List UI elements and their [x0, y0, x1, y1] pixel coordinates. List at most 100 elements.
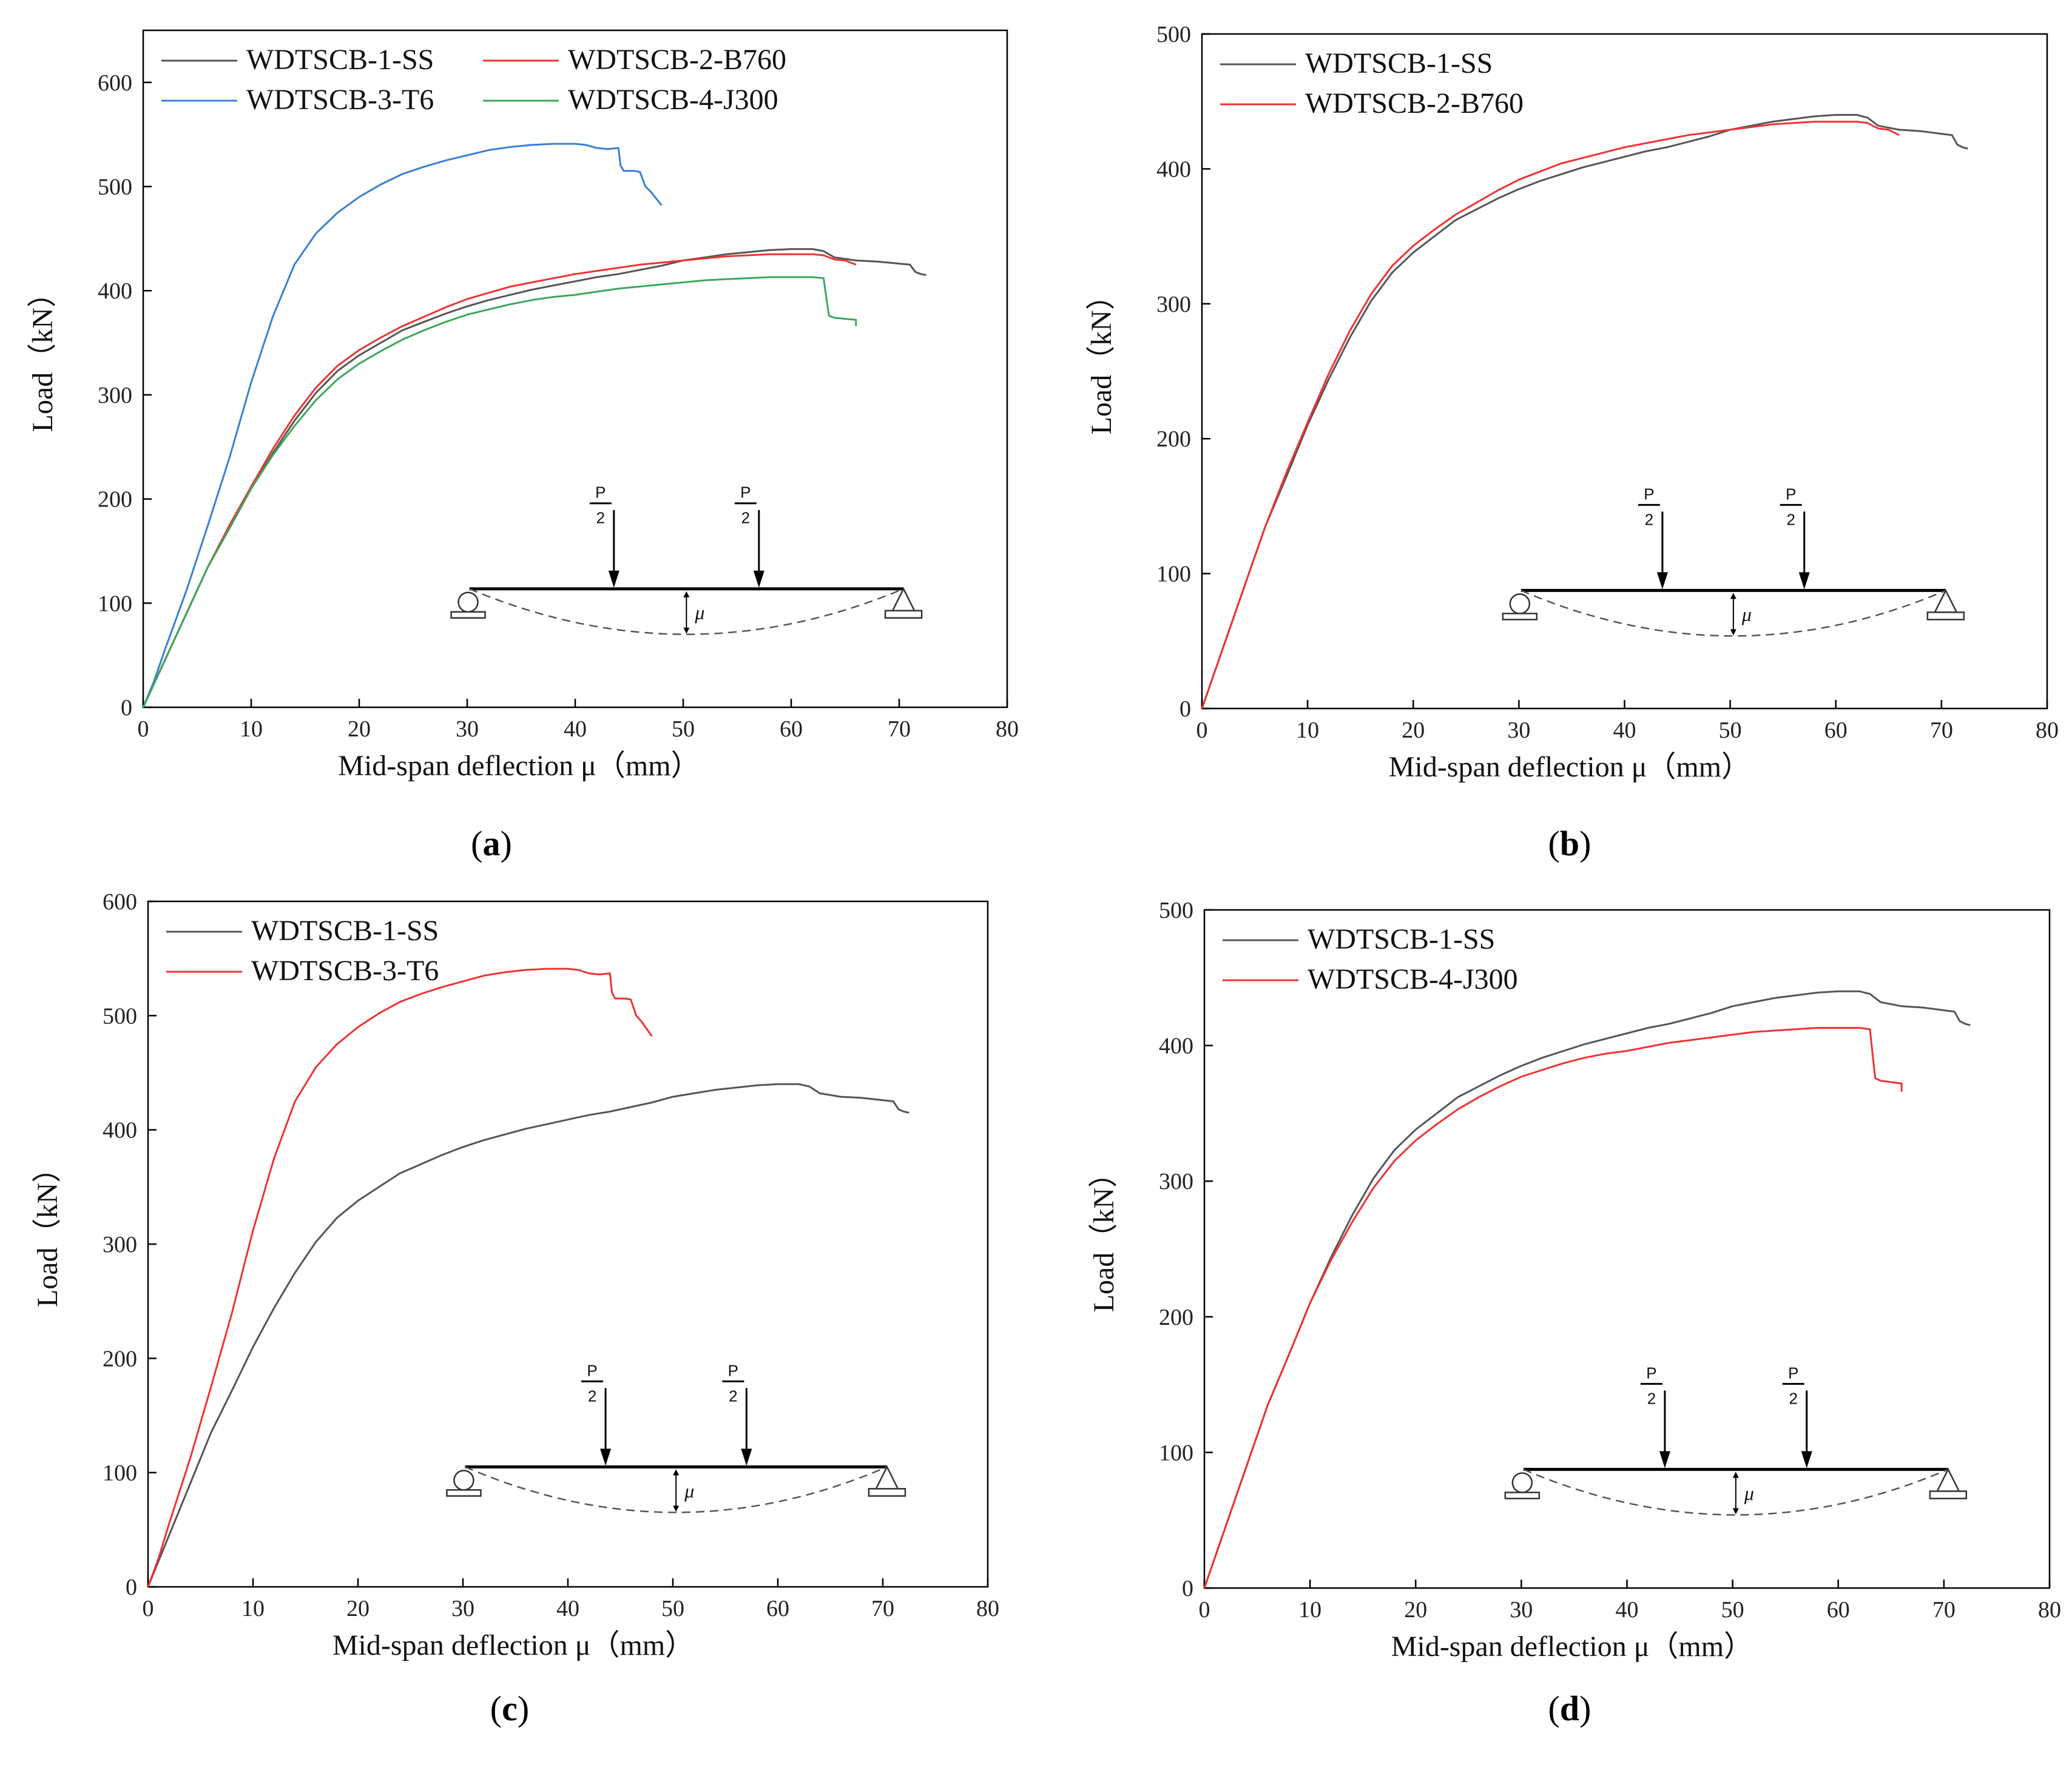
load-label-numerator: P	[1786, 485, 1796, 503]
chart-panel-c: 0 10 20 30 40 50 60 70 80 0 100 200 300 400 500 600 Mid-…	[0, 883, 1036, 1767]
load-label-numerator: P	[728, 1361, 738, 1379]
y-tick-label: 200	[1159, 1305, 1193, 1330]
x-tick-label: 0	[143, 1596, 154, 1621]
x-tick-label: 40	[1616, 1597, 1639, 1623]
load-label-numerator: P	[1788, 1364, 1798, 1382]
caption-letter: d	[1560, 1689, 1579, 1728]
y-tick-label: 0	[1179, 696, 1191, 722]
x-tick-label: 70	[1930, 718, 1953, 743]
roller-support-icon	[1511, 1472, 1533, 1493]
subfigure-caption: (a)	[471, 824, 512, 863]
x-tick-label: 50	[661, 1596, 684, 1621]
chart-panel-a: 0 10 20 30 40 50 60 70 80 0 100 200 300 400 500 600 Mid-…	[0, 0, 1036, 883]
pin-base	[1926, 611, 1965, 621]
caption-paren-open: (	[1548, 824, 1560, 863]
x-tick-label: 20	[1404, 1597, 1427, 1623]
series-line-wdtscb-1-ss	[142, 248, 926, 708]
deflection-arrow-up	[1730, 593, 1736, 599]
y-tick-label: 400	[103, 1118, 137, 1143]
load-arrow-head	[1659, 1451, 1670, 1469]
pin-base	[884, 610, 923, 619]
x-axis-label: Mid-span deflection μ（mm）	[1389, 751, 1750, 783]
roller-base	[450, 611, 486, 619]
subfigure-caption: (b)	[1548, 824, 1591, 863]
caption-letter: a	[483, 824, 501, 863]
roller-base	[1504, 1492, 1541, 1499]
x-tick-label: 30	[451, 1596, 474, 1621]
plot-frame	[1203, 909, 2051, 1589]
x-tick-label: 80	[976, 1596, 999, 1621]
x-tick-label: 40	[556, 1596, 579, 1621]
subfigure-caption: (c)	[490, 1689, 529, 1728]
load-arrow-head	[1656, 572, 1668, 590]
y-axis-label: Load（kN）	[1085, 281, 1118, 434]
y-tick-label: 400	[1159, 1034, 1193, 1059]
x-tick-label: 50	[1721, 1597, 1744, 1623]
y-tick-label: 500	[1159, 898, 1193, 923]
plot-frame	[147, 900, 989, 1588]
deflected-shape-line	[469, 588, 904, 635]
legend-entry-label: WDTSCB-3-T6	[251, 955, 439, 987]
load-label-denominator: 2	[1787, 510, 1795, 528]
load-label-numerator: P	[1646, 1364, 1656, 1382]
series-line-wdtscb-2-b760	[142, 253, 857, 708]
pin-support-icon	[1935, 1467, 1960, 1492]
load-label-denominator: 2	[1645, 510, 1653, 528]
series-line-wdtscb-2-b760	[1201, 121, 1900, 709]
y-axis-label: Load（kN）	[27, 278, 59, 432]
roller-base	[446, 1489, 482, 1497]
y-tick-label: 500	[1156, 22, 1191, 47]
x-tick-label: 50	[1719, 718, 1742, 743]
chart-svg-d: 0 10 20 30 40 50 60 70 80 0 100 200 300 400 500 Mid-spa…	[1088, 898, 2061, 1728]
y-tick-label: 0	[126, 1575, 137, 1600]
x-tick-label: 70	[1932, 1597, 1956, 1623]
load-label-denominator: 2	[1789, 1389, 1798, 1407]
x-tick-label: 10	[1298, 1597, 1321, 1623]
x-tick-label: 70	[888, 716, 911, 742]
deflection-arrow-down	[683, 627, 690, 634]
x-tick-label: 20	[348, 716, 371, 742]
x-tick-label: 60	[1827, 1597, 1850, 1623]
y-tick-label: 300	[103, 1232, 137, 1257]
y-axis-label: Load（kN）	[32, 1154, 64, 1307]
chart-svg-c: 0 10 20 30 40 50 60 70 80 0 100 200 300 400 500 600 Mid-…	[32, 889, 999, 1728]
x-axis-label: Mid-span deflection μ（mm）	[332, 1629, 694, 1661]
x-tick-label: 0	[1196, 718, 1208, 743]
y-tick-label: 400	[98, 278, 132, 304]
caption-paren-close: )	[518, 1689, 529, 1728]
deflection-arrow-up	[1732, 1472, 1739, 1478]
deflection-symbol: μ	[1744, 1482, 1754, 1504]
legend-entry-label: WDTSCB-2-B760	[1305, 87, 1524, 119]
x-tick-label: 40	[564, 716, 587, 742]
roller-support-icon	[1509, 593, 1531, 614]
x-tick-label: 30	[1507, 718, 1530, 743]
x-tick-label: 30	[456, 716, 479, 742]
y-tick-label: 200	[1156, 426, 1191, 452]
x-tick-label: 30	[1510, 1597, 1533, 1623]
y-axis-label: Load（kN）	[1088, 1159, 1120, 1312]
x-tick-label: 10	[1296, 718, 1319, 743]
y-tick-label: 0	[121, 695, 132, 721]
deflection-arrow-up	[683, 591, 690, 597]
x-tick-label: 80	[996, 716, 1019, 742]
y-tick-label: 100	[1159, 1440, 1193, 1466]
load-label-denominator: 2	[741, 509, 750, 527]
y-tick-label: 600	[103, 889, 137, 915]
series-line-wdtscb-1-ss	[147, 1083, 909, 1587]
x-axis-label: Mid-span deflection μ（mm）	[338, 750, 700, 782]
pin-support-icon	[1933, 588, 1958, 613]
x-tick-label: 0	[1199, 1597, 1210, 1623]
load-label-numerator: P	[595, 483, 606, 502]
load-label-denominator: 2	[1647, 1389, 1656, 1407]
legend-entry-label: WDTSCB-4-J300	[1308, 963, 1518, 995]
caption-paren-open: (	[490, 1689, 502, 1728]
x-tick-label: 20	[346, 1596, 370, 1621]
load-label-denominator: 2	[596, 509, 605, 527]
load-arrow-head	[608, 570, 619, 588]
y-tick-label: 100	[1156, 562, 1191, 587]
chart-panel-b: 0 10 20 30 40 50 60 70 80 0 100 200 300 400 500 Mid-spa…	[1036, 0, 2072, 883]
caption-paren-close: )	[1579, 1689, 1591, 1728]
caption-paren-open: (	[471, 824, 482, 863]
subfigure-caption: (d)	[1548, 1689, 1591, 1728]
chart-svg-b: 0 10 20 30 40 50 60 70 80 0 100 200 300 400 500 Mid-spa…	[1085, 22, 2059, 863]
